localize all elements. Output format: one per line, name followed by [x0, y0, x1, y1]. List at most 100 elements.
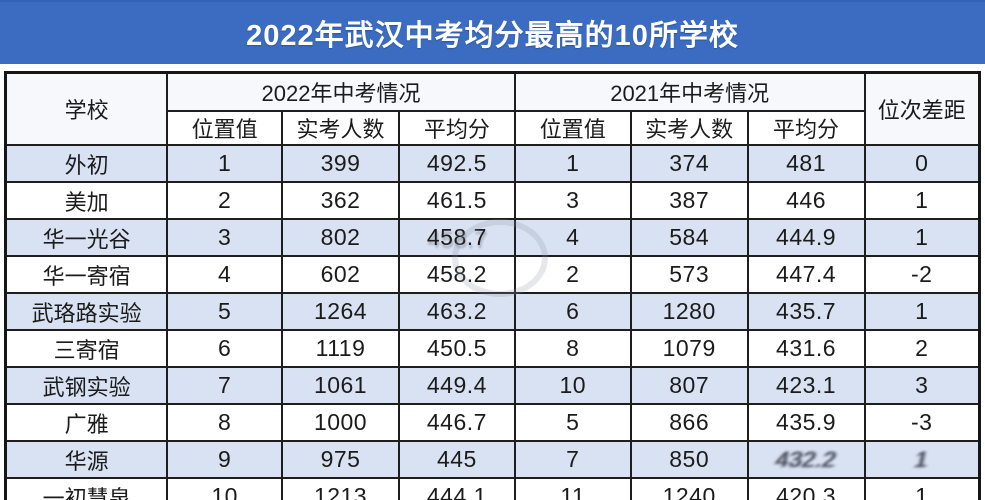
- cell-pos-2022: 9: [166, 440, 284, 479]
- cell-avg-2021: 420.3: [746, 477, 866, 500]
- cell-diff: 1: [863, 440, 981, 479]
- cell-count-2022: 1119: [281, 329, 400, 368]
- cell-avg-2021: 447.4: [746, 255, 866, 294]
- cell-avg-2022: 492.5: [397, 144, 516, 183]
- cell-count-2022: 1000: [281, 403, 400, 442]
- cell-avg-2022: 446.7: [397, 403, 516, 442]
- cell-count-2021: 1280: [629, 292, 749, 331]
- header-group-row: 学校 2022年中考情况 2021年中考情况 位次差距: [4, 71, 981, 146]
- cell-school: 华一寄宿: [4, 255, 169, 294]
- cell-diff: 1: [863, 292, 981, 331]
- cell-avg-2022: 450.5: [397, 329, 516, 368]
- table-row: 华一寄宿 4 602 458.2 2 573 447.4 -2: [4, 255, 981, 294]
- cell-count-2021: 1079: [629, 329, 749, 368]
- cell-pos-2022: 4: [166, 255, 284, 294]
- header-count-2021: 实考人数: [629, 110, 749, 146]
- table-row: 华一光谷 3 802 458.7 4 584 444.9 1: [4, 218, 981, 257]
- header-avg-2021: 平均分: [746, 110, 866, 146]
- cell-count-2021: 374: [629, 144, 749, 183]
- cell-diff: 1: [863, 181, 981, 220]
- cell-pos-2021: 6: [513, 292, 632, 331]
- table-container: 学校 2022年中考情况 2021年中考情况 位次差距 位置值 实考人数 平均分…: [4, 71, 981, 500]
- watermark-obscured-value: 432.2: [773, 446, 839, 472]
- cell-school: 广雅: [4, 403, 169, 442]
- table-row: 一初慧泉 10 1213 444.1 11 1240 420.3 1: [4, 477, 981, 500]
- cell-count-2022: 1213: [281, 477, 400, 500]
- title-bar: 2022年武汉中考均分最高的10所学校: [0, 0, 985, 64]
- cell-count-2022: 1061: [281, 366, 400, 405]
- cell-pos-2022: 7: [166, 366, 284, 405]
- cell-school: 一初慧泉: [4, 477, 169, 500]
- table-row: 三寄宿 6 1119 450.5 8 1079 431.6 2: [4, 329, 981, 368]
- cell-school: 武珞路实验: [4, 292, 169, 331]
- cell-count-2021: 573: [629, 255, 749, 294]
- cell-avg-2021: 435.7: [746, 292, 866, 331]
- table-row: 武钢实验 7 1061 449.4 10 807 423.1 3: [4, 366, 981, 405]
- cell-pos-2021: 5: [513, 403, 632, 442]
- cell-avg-2022: 445: [397, 440, 516, 479]
- cell-pos-2021: 7: [513, 440, 632, 479]
- cell-pos-2021: 10: [513, 366, 632, 405]
- cell-avg-2022: 461.5: [397, 181, 516, 220]
- cell-pos-2022: 3: [166, 218, 284, 257]
- cell-pos-2021: 11: [513, 477, 632, 500]
- cell-pos-2022: 10: [166, 477, 284, 500]
- cell-avg-2022: 463.2: [397, 292, 516, 331]
- cell-school: 美加: [4, 181, 169, 220]
- cell-avg-2022: 458.7: [397, 218, 516, 257]
- header-sub-row: 位置值 实考人数 平均分 位置值 实考人数 平均分: [6, 110, 980, 146]
- table-row: 武珞路实验 5 1264 463.2 6 1280 435.7 1: [4, 292, 981, 331]
- cell-avg-2021: 481: [746, 144, 866, 183]
- cell-avg-2021: 432.2: [746, 440, 866, 479]
- header-group-2021: 2021年中考情况: [513, 71, 866, 112]
- header-pos-2021: 位置值: [513, 110, 632, 146]
- cell-pos-2021: 3: [513, 181, 632, 220]
- table-row: 外初 1 399 492.5 1 374 481 0: [4, 144, 981, 183]
- header-count-2022: 实考人数: [281, 110, 400, 146]
- cell-avg-2021: 431.6: [746, 329, 866, 368]
- table-row: 广雅 8 1000 446.7 5 866 435.9 -3: [4, 403, 981, 442]
- table-row: 华源 9 975 445 7 850 432.2 1: [4, 440, 981, 479]
- cell-diff: 0: [863, 144, 981, 183]
- header-school: 学校: [4, 71, 169, 146]
- watermark-obscured-value: 1: [912, 446, 932, 472]
- cell-pos-2021: 4: [513, 218, 632, 257]
- scores-table: 学校 2022年中考情况 2021年中考情况 位次差距 位置值 实考人数 平均分…: [4, 71, 981, 500]
- cell-count-2021: 866: [629, 403, 749, 442]
- header-pos-2022: 位置值: [166, 110, 284, 146]
- cell-pos-2022: 8: [166, 403, 284, 442]
- cell-count-2022: 1264: [281, 292, 400, 331]
- cell-diff: 3: [863, 366, 981, 405]
- cell-count-2021: 1240: [629, 477, 749, 500]
- cell-count-2021: 807: [629, 366, 749, 405]
- cell-avg-2022: 458.2: [397, 255, 516, 294]
- cell-pos-2022: 2: [166, 181, 284, 220]
- cell-avg-2021: 423.1: [746, 366, 866, 405]
- header-avg-2022: 平均分: [397, 110, 516, 146]
- cell-count-2021: 387: [629, 181, 749, 220]
- table-title: 2022年武汉中考均分最高的10所学校: [246, 20, 739, 52]
- cell-count-2022: 975: [281, 440, 400, 479]
- cell-pos-2022: 5: [166, 292, 284, 331]
- cell-avg-2021: 435.9: [746, 403, 866, 442]
- cell-school: 武钢实验: [4, 366, 169, 405]
- cell-avg-2021: 446: [746, 181, 866, 220]
- cell-pos-2021: 1: [513, 144, 632, 183]
- cell-pos-2022: 1: [166, 144, 284, 183]
- cell-count-2021: 584: [629, 218, 749, 257]
- cell-count-2022: 802: [281, 218, 400, 257]
- cell-diff: 1: [863, 477, 981, 500]
- header-diff: 位次差距: [863, 71, 981, 146]
- cell-avg-2021: 444.9: [746, 218, 866, 257]
- cell-school: 华源: [4, 440, 169, 479]
- cell-pos-2021: 8: [513, 329, 632, 368]
- cell-school: 外初: [4, 144, 169, 183]
- cell-diff: -2: [863, 255, 981, 294]
- cell-count-2022: 362: [281, 181, 400, 220]
- cell-pos-2022: 6: [166, 329, 284, 368]
- table-row: 美加 2 362 461.5 3 387 446 1: [4, 181, 981, 220]
- cell-school: 三寄宿: [4, 329, 169, 368]
- cell-school: 华一光谷: [4, 218, 169, 257]
- cell-count-2021: 850: [629, 440, 749, 479]
